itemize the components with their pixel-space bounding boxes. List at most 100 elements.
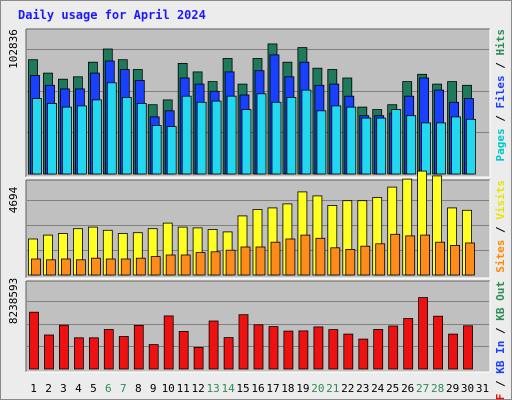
series-kb-f xyxy=(29,297,473,370)
bar-kb-f-day-11 xyxy=(178,330,189,370)
bar-pages-day-11 xyxy=(181,95,192,175)
panel-visits-sites: 4694 Sites / Visits xyxy=(7,170,507,279)
bar-kb-f-day-1 xyxy=(29,311,39,370)
y-max-label: 4694 xyxy=(7,186,20,213)
x-tick-label-21: 21 xyxy=(326,382,339,395)
x-tick-label-19: 19 xyxy=(296,382,309,395)
bar-pages-day-8 xyxy=(136,103,147,175)
bar-kb-f-day-14 xyxy=(223,337,234,370)
x-tick-label-5: 5 xyxy=(90,382,97,395)
legend-part: Pages xyxy=(494,128,507,161)
bar-sites-day-7 xyxy=(120,258,131,276)
bar-sites-day-5 xyxy=(91,257,101,276)
x-tick-label-3: 3 xyxy=(60,382,67,395)
bar-kb-f-day-22 xyxy=(343,333,354,370)
bar-sites-day-30 xyxy=(465,242,475,276)
x-tick-label-4: 4 xyxy=(75,382,82,395)
x-tick-label-30: 30 xyxy=(461,382,474,395)
bar-pages-day-14 xyxy=(226,95,237,175)
bar-kb-f-day-6 xyxy=(103,329,114,370)
bar-sites-day-24 xyxy=(375,243,386,276)
legend-part: KB Out xyxy=(494,281,507,321)
bar-kb-f-day-15 xyxy=(238,314,249,370)
bar-pages-day-20 xyxy=(316,110,327,175)
bar-kb-f-day-2 xyxy=(44,334,54,370)
bar-pages-day-16 xyxy=(256,93,267,175)
bar-pages-day-17 xyxy=(271,101,282,175)
x-tick-label-11: 11 xyxy=(177,382,190,395)
x-tick-label-31: 31 xyxy=(476,382,489,395)
bar-sites-day-12 xyxy=(195,252,206,276)
bar-sites-day-2 xyxy=(46,259,56,276)
bar-kb-f-day-13 xyxy=(208,320,219,370)
bar-kb-f-day-18 xyxy=(283,330,294,370)
bar-pages-day-1 xyxy=(32,98,42,175)
bar-pages-day-18 xyxy=(286,97,297,175)
x-tick-label-26: 26 xyxy=(401,382,414,395)
x-tick-label-24: 24 xyxy=(371,382,385,395)
x-tick-label-18: 18 xyxy=(281,382,294,395)
x-tick-label-29: 29 xyxy=(446,382,459,395)
legend-visits-sites: Sites / Visits xyxy=(494,180,507,273)
bar-pages-day-27 xyxy=(421,122,432,175)
x-tick-label-8: 8 xyxy=(135,382,142,395)
bar-kb-f-day-9 xyxy=(148,344,159,370)
x-tick-label-10: 10 xyxy=(162,382,175,395)
bar-pages-day-30 xyxy=(466,118,476,175)
bar-sites-day-13 xyxy=(210,251,221,276)
bar-sites-day-17 xyxy=(270,241,281,276)
bar-pages-day-13 xyxy=(211,100,222,175)
legend-part: Files xyxy=(494,75,507,108)
bar-pages-day-2 xyxy=(47,103,57,175)
bar-sites-day-9 xyxy=(150,256,161,276)
bar-pages-day-6 xyxy=(106,82,117,175)
bar-sites-day-11 xyxy=(180,254,191,276)
bar-kb-f-day-3 xyxy=(59,324,69,370)
bar-pages-day-28 xyxy=(436,122,447,175)
bar-kb-f-day-5 xyxy=(89,337,99,370)
x-tick-label-15: 15 xyxy=(236,382,249,395)
bar-kb-f-day-25 xyxy=(388,325,399,370)
bar-pages-day-26 xyxy=(406,115,417,175)
bar-pages-day-3 xyxy=(62,106,72,175)
bar-pages-day-5 xyxy=(92,99,102,175)
bar-kb-f-day-17 xyxy=(268,326,279,370)
bar-sites-day-22 xyxy=(345,248,356,276)
bar-sites-day-18 xyxy=(285,238,296,276)
bar-pages-day-23 xyxy=(361,117,372,175)
bar-pages-day-15 xyxy=(241,109,252,175)
bar-kb-f-day-24 xyxy=(373,328,384,370)
bar-kb-f-day-20 xyxy=(313,326,324,370)
legend-part: KB In xyxy=(494,341,507,374)
bar-kb-f-day-8 xyxy=(133,324,144,370)
x-tick-label-9: 9 xyxy=(150,382,157,395)
bar-sites-day-23 xyxy=(360,245,371,276)
x-tick-label-14: 14 xyxy=(221,382,235,395)
bar-pages-day-9 xyxy=(151,125,162,175)
bar-kb-f-day-27 xyxy=(418,297,429,370)
bar-pages-day-29 xyxy=(451,116,462,175)
legend-part: / xyxy=(494,321,507,341)
legend-part: / xyxy=(494,374,507,394)
bar-pages-day-22 xyxy=(346,106,357,175)
series-pages xyxy=(32,82,476,175)
bar-pages-day-21 xyxy=(331,105,342,175)
bar-sites-day-19 xyxy=(300,234,311,276)
x-tick-label-6: 6 xyxy=(105,382,112,395)
panel-hits-files-pages: 102836 Pages / Files / Hits xyxy=(7,28,507,178)
legend-part: Visits xyxy=(494,180,507,220)
bar-sites-day-21 xyxy=(330,247,341,276)
bar-sites-day-6 xyxy=(105,258,116,276)
legend-part: Sites xyxy=(494,240,507,273)
bar-kb-f-day-12 xyxy=(193,346,204,370)
x-tick-label-12: 12 xyxy=(191,382,204,395)
x-tick-label-17: 17 xyxy=(266,382,279,395)
bar-sites-day-26 xyxy=(405,235,416,276)
x-tick-label-22: 22 xyxy=(341,382,354,395)
bar-kb-f-day-21 xyxy=(328,329,339,370)
bar-kb-f-day-29 xyxy=(448,333,459,370)
legend-kbytes: KB F / KB In / KB Out xyxy=(494,281,507,400)
bar-sites-day-3 xyxy=(61,258,71,276)
legend-part: / xyxy=(494,109,507,129)
